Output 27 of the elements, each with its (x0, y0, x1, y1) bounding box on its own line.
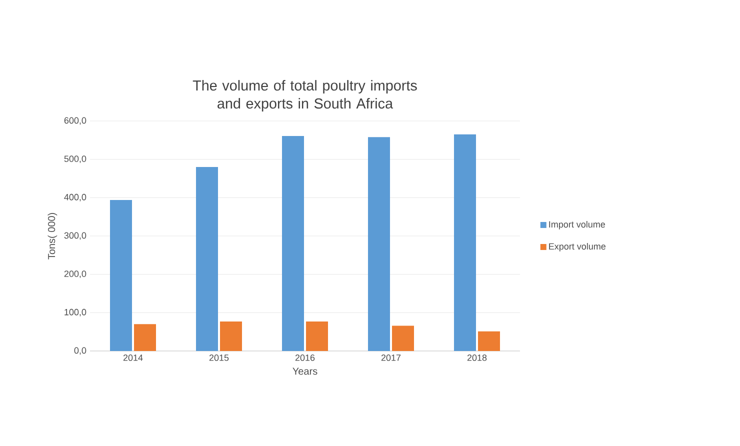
x-axis-title: Years (292, 368, 318, 375)
bar (134, 324, 156, 351)
legend-label: Export volume (549, 242, 606, 252)
bar (282, 136, 304, 351)
y-tick-label: 300,0 (64, 232, 86, 240)
chart-title: The volume of total poultry imports and exports in South Africa (192, 80, 417, 112)
y-tick-label: 400,0 (64, 194, 86, 202)
y-tick-label: 0,0 (74, 347, 86, 355)
bar (478, 331, 500, 351)
bar (368, 137, 390, 351)
bar (110, 200, 132, 351)
x-tick-label: 2014 (123, 354, 143, 361)
x-tick-label: 2016 (295, 354, 315, 361)
y-tick-label: 500,0 (64, 156, 86, 164)
y-tick-label: 600,0 (64, 117, 86, 125)
y-axis-title: Tons( 000) (48, 213, 58, 260)
x-tick-label: 2015 (209, 354, 229, 361)
legend-label: Import volume (549, 220, 605, 230)
x-tick-label: 2018 (467, 354, 487, 361)
y-tick-label: 200,0 (64, 270, 86, 278)
x-tick-label: 2017 (381, 354, 401, 361)
bar (196, 166, 218, 351)
bar (220, 321, 242, 351)
y-tick-label: 100,0 (64, 308, 86, 316)
bar (454, 134, 476, 351)
bar (306, 321, 328, 351)
bar (392, 326, 414, 351)
